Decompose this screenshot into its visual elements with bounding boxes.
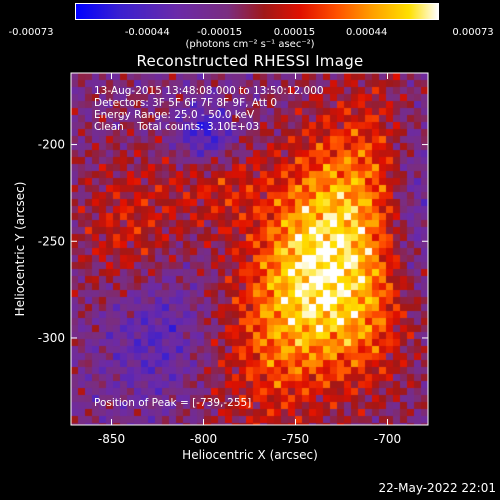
timestamp-footer: 22-May-2022 22:01: [378, 481, 496, 495]
energy-range-text: Energy Range: 25.0 - 50.0 keV: [94, 109, 255, 121]
x-tick-label: -750: [282, 432, 309, 446]
y-tick-label: -300: [38, 331, 65, 345]
x-tick-label: -700: [374, 432, 401, 446]
colorbar-tick-label: -0.00044: [124, 27, 170, 38]
colorbar-tick-label: 0.00073: [452, 27, 494, 38]
image-title: Reconstructed RHESSI Image: [136, 52, 364, 70]
y-tick-label: -200: [38, 138, 65, 152]
y-axis-label: Heliocentric Y (arcsec): [13, 182, 27, 317]
x-tick-label: -850: [98, 432, 125, 446]
x-axis-ticks: -850 -800 -750 -700: [98, 73, 401, 446]
peak-position-text: Position of Peak = [-739,-255]: [94, 397, 252, 409]
x-tick-label: -800: [190, 432, 217, 446]
colorbar-tick-label: -0.00015: [197, 27, 243, 38]
y-axis-ticks: -200 -250 -300: [38, 138, 428, 345]
detectors-text: Detectors: 3F 5F 6F 7F 8F 9F, Att 0: [94, 97, 278, 109]
colorbar: [75, 3, 439, 20]
rhessi-image-map: [71, 73, 428, 425]
colorbar-units: (photons cm⁻² s⁻¹ asec⁻²): [185, 39, 315, 50]
x-axis-label: Heliocentric X (arcsec): [182, 448, 318, 462]
time-range-text: 13-Aug-2015 13:48:08.000 to 13:50:12.000: [94, 85, 324, 97]
colorbar-tick-label: -0.00073: [8, 27, 54, 38]
clean-counts-text: Clean Total counts: 3.10E+03: [94, 121, 260, 133]
colorbar-tick-label: 0.00015: [273, 27, 316, 38]
colorbar-tick-label: 0.00044: [346, 27, 388, 38]
y-tick-label: -250: [38, 234, 65, 248]
plot-frame: [70, 72, 429, 426]
